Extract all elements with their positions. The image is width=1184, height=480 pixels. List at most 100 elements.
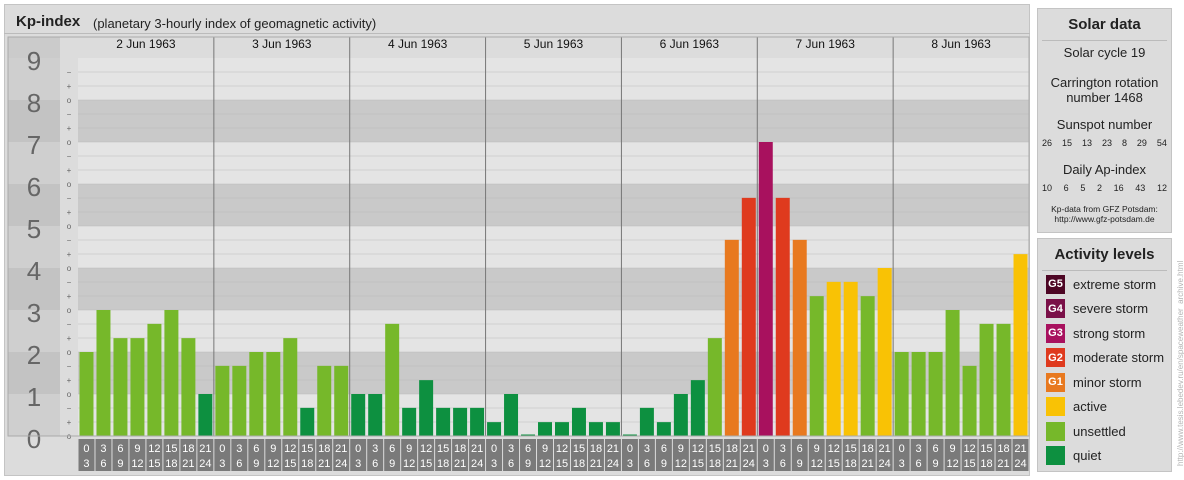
hour-end-label: 12 <box>946 458 958 470</box>
hour-start-label: 6 <box>797 443 803 455</box>
legend-item: quiet <box>1046 446 1101 466</box>
ap-values: 10 6 5 2 16 43 12 <box>1042 183 1167 193</box>
hour-interval-box <box>418 439 435 471</box>
hour-interval-box <box>740 439 757 471</box>
kp-bar <box>402 407 417 436</box>
hour-start-label: 21 <box>879 443 891 455</box>
hour-end-label: 18 <box>301 458 313 470</box>
hour-interval-box <box>180 439 197 471</box>
hour-interval-box <box>842 439 859 471</box>
kp-bar <box>130 338 145 436</box>
minor-tick-column <box>60 37 78 436</box>
hour-start-label: 21 <box>335 443 347 455</box>
hour-end-label: 24 <box>1014 458 1026 470</box>
hour-interval-box <box>78 439 95 471</box>
ap-value: 2 <box>1096 183 1102 193</box>
kp-bar <box>962 365 977 436</box>
legend-swatch: G3 <box>1046 323 1065 343</box>
hour-end-label: 6 <box>372 458 378 470</box>
hour-start-label: 12 <box>148 443 160 455</box>
hour-start-label: 9 <box>950 443 956 455</box>
kp-bar <box>147 323 162 436</box>
hour-interval-box <box>554 439 570 471</box>
kp-bar <box>894 352 909 436</box>
kp-level-band <box>8 226 1029 268</box>
hour-interval-box <box>282 439 299 471</box>
sunspot-values: 26 15 13 23 8 29 54 <box>1042 138 1167 148</box>
hour-start-label: 12 <box>284 443 296 455</box>
hour-interval-box <box>520 439 537 471</box>
kp-bar <box>588 422 603 436</box>
legend-item: G1 minor storm <box>1046 372 1142 392</box>
ap-value: 16 <box>1113 183 1124 193</box>
kp-bar <box>792 239 807 436</box>
kp-level-band <box>8 100 1029 142</box>
y-tick-label: 8 <box>27 88 41 118</box>
hour-interval-box <box>774 439 791 471</box>
hour-end-label: 21 <box>997 458 1009 470</box>
minor-tick-label: o <box>67 264 72 273</box>
kp-bar <box>504 394 519 436</box>
y-tick-label: 5 <box>27 214 41 244</box>
hour-end-label: 9 <box>661 458 667 470</box>
activity-title-divider <box>1042 270 1167 271</box>
hour-end-label: 9 <box>525 458 531 470</box>
carrington-line-1: Carrington rotation <box>1050 75 1159 90</box>
day-label: 6 Jun 1963 <box>660 37 720 51</box>
hour-end-label: 6 <box>508 458 514 470</box>
y-tick-label: 4 <box>27 256 41 286</box>
kp-bar <box>945 310 960 436</box>
legend-item: unsettled <box>1046 421 1126 441</box>
kp-bar <box>979 323 994 436</box>
kp-bar <box>266 352 281 436</box>
minor-tick-label: − <box>67 110 72 119</box>
hour-interval-box <box>757 439 774 471</box>
hour-interval-box <box>961 439 978 471</box>
hour-end-label: 3 <box>899 458 905 470</box>
hour-start-label: 0 <box>83 443 89 455</box>
hour-end-label: 24 <box>879 458 891 470</box>
hour-end-label: 12 <box>267 458 279 470</box>
kp-bar <box>809 296 824 436</box>
kp-bar <box>164 310 179 436</box>
hour-interval-box <box>401 439 418 471</box>
kp-bar <box>741 197 756 436</box>
legend-label: moderate storm <box>1073 350 1165 365</box>
minor-tick-label: + <box>67 418 72 427</box>
legend-item: G5 extreme storm <box>1046 274 1156 294</box>
hour-interval-box <box>706 439 723 471</box>
hour-end-label: 15 <box>284 458 296 470</box>
legend-label: strong storm <box>1073 325 1146 341</box>
minor-tick-label: + <box>67 376 72 385</box>
hour-end-label: 6 <box>100 458 106 470</box>
y-tick-label: 7 <box>27 130 41 160</box>
minor-tick-label: o <box>67 138 72 147</box>
hour-start-label: 6 <box>933 443 939 455</box>
hour-start-label: 12 <box>556 443 568 455</box>
minor-tick-label: − <box>67 278 72 287</box>
hour-interval-box <box>1012 439 1029 471</box>
source-line-1: Kp-data from GFZ Potsdam: <box>1051 204 1158 214</box>
hour-interval-box <box>876 439 893 471</box>
day-label: 2 Jun 1963 <box>116 37 176 51</box>
minor-tick-label: + <box>67 334 72 343</box>
legend-label: unsettled <box>1073 423 1126 439</box>
hour-end-label: 15 <box>828 458 840 470</box>
minor-tick-label: − <box>67 194 72 203</box>
legend-swatch <box>1046 397 1065 416</box>
ap-value: 5 <box>1080 183 1086 193</box>
kp-bar <box>860 296 875 436</box>
minor-tick-label: − <box>67 236 72 245</box>
kp-bar <box>843 281 858 436</box>
hour-end-label: 21 <box>726 458 738 470</box>
plot-border <box>7 36 1030 437</box>
hour-end-label: 12 <box>811 458 823 470</box>
hour-start-label: 15 <box>845 443 857 455</box>
legend-swatch: G4 <box>1046 299 1065 318</box>
day-label: 7 Jun 1963 <box>796 37 856 51</box>
hour-interval-box <box>604 439 621 471</box>
kp-bar <box>470 407 485 436</box>
day-label: 8 Jun 1963 <box>931 37 991 51</box>
activity-levels-title: Activity levels <box>1054 246 1155 263</box>
sunspot-value: 13 <box>1081 138 1092 148</box>
